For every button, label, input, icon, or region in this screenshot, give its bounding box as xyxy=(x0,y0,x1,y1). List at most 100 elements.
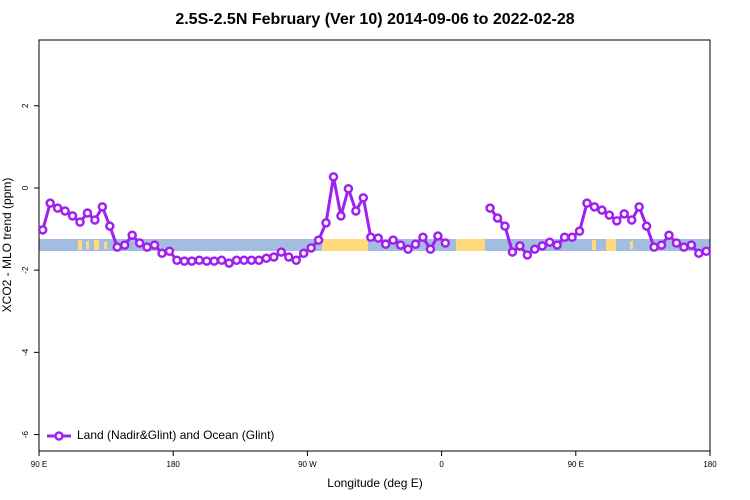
data-point xyxy=(142,242,152,252)
data-point xyxy=(187,256,197,266)
data-point xyxy=(388,235,398,245)
land-strip xyxy=(606,239,616,251)
data-point xyxy=(664,230,674,240)
data-point xyxy=(440,238,451,248)
data-point xyxy=(298,248,309,259)
data-point xyxy=(67,211,78,221)
data-point xyxy=(679,242,689,252)
data-point xyxy=(530,244,540,254)
data-point xyxy=(552,240,562,250)
data-point xyxy=(418,232,428,243)
data-point xyxy=(276,247,287,257)
data-point xyxy=(626,215,637,225)
y-tick-label: 2 xyxy=(21,103,30,108)
x-axis-label: Longitude (deg E) xyxy=(327,476,422,490)
data-point xyxy=(485,203,495,213)
data-point xyxy=(194,255,205,266)
data-point xyxy=(582,198,592,208)
x-tick-label: 90 W xyxy=(298,460,317,469)
data-point xyxy=(90,215,100,225)
y-tick-label: -2 xyxy=(21,266,30,274)
data-point xyxy=(224,258,234,268)
data-point xyxy=(574,226,585,236)
data-point xyxy=(284,252,294,262)
legend-marker xyxy=(54,431,64,441)
x-tick-label: 90 E xyxy=(31,460,47,469)
data-point xyxy=(313,235,324,245)
data-point xyxy=(604,210,615,220)
land-strip xyxy=(592,240,596,250)
data-point xyxy=(157,248,167,259)
data-point xyxy=(641,221,652,231)
data-point xyxy=(515,241,525,251)
data-point xyxy=(119,240,130,250)
data-point xyxy=(671,238,682,248)
x-tick-label: 0 xyxy=(439,460,444,469)
land-strip xyxy=(86,241,89,249)
data-point xyxy=(97,202,108,212)
data-point xyxy=(321,218,331,228)
data-point xyxy=(37,225,48,235)
data-point xyxy=(105,221,115,231)
data-point xyxy=(291,255,301,266)
data-point xyxy=(134,238,145,248)
data-point xyxy=(336,211,346,221)
land-strip xyxy=(94,240,99,250)
data-point xyxy=(403,244,413,254)
data-point xyxy=(619,209,630,219)
data-point xyxy=(127,230,137,240)
data-point xyxy=(656,240,667,250)
data-point xyxy=(694,248,704,259)
data-point xyxy=(686,240,697,250)
data-point xyxy=(82,208,93,218)
data-point xyxy=(164,246,175,257)
data-point xyxy=(612,216,622,226)
data-point xyxy=(433,231,443,241)
data-point xyxy=(261,253,272,263)
legend-label: Land (Nadir&Glint) and Ocean (Glint) xyxy=(77,428,274,442)
data-point xyxy=(507,247,518,257)
y-tick-label: 0 xyxy=(21,185,30,190)
land-strip xyxy=(456,239,485,251)
data-point xyxy=(358,193,369,203)
data-point xyxy=(597,205,607,215)
data-point xyxy=(366,232,376,243)
data-point xyxy=(231,255,242,266)
y-tick-label: -4 xyxy=(21,348,30,356)
land-strip xyxy=(78,240,82,250)
x-tick-label: 180 xyxy=(167,460,181,469)
data-point xyxy=(425,244,436,254)
data-point xyxy=(410,239,421,250)
x-tick-label: 180 xyxy=(703,460,717,469)
data-point xyxy=(380,239,391,250)
data-point xyxy=(328,172,339,182)
y-tick-label: -6 xyxy=(21,430,30,438)
data-point xyxy=(373,233,383,243)
data-point xyxy=(112,242,123,252)
data-point xyxy=(589,202,600,212)
data-point xyxy=(500,221,510,231)
plot-frame xyxy=(38,39,711,452)
data-point xyxy=(649,242,659,252)
data-point xyxy=(559,232,570,243)
data-point xyxy=(246,255,257,266)
data-point xyxy=(254,255,264,266)
data-point xyxy=(269,252,279,262)
x-tick-label: 90 E xyxy=(568,460,584,469)
data-point xyxy=(239,255,249,266)
data-point xyxy=(45,198,55,208)
land-strip xyxy=(322,239,368,251)
data-point xyxy=(202,256,212,266)
data-point xyxy=(522,250,533,260)
data-point xyxy=(492,213,503,223)
data-point xyxy=(343,184,354,194)
data-point xyxy=(537,241,547,251)
data-point xyxy=(149,240,160,250)
data-point xyxy=(351,206,361,216)
data-point xyxy=(567,232,577,243)
data-point xyxy=(701,246,712,257)
data-point xyxy=(172,255,182,266)
data-point xyxy=(544,237,555,247)
data-point xyxy=(209,256,219,266)
